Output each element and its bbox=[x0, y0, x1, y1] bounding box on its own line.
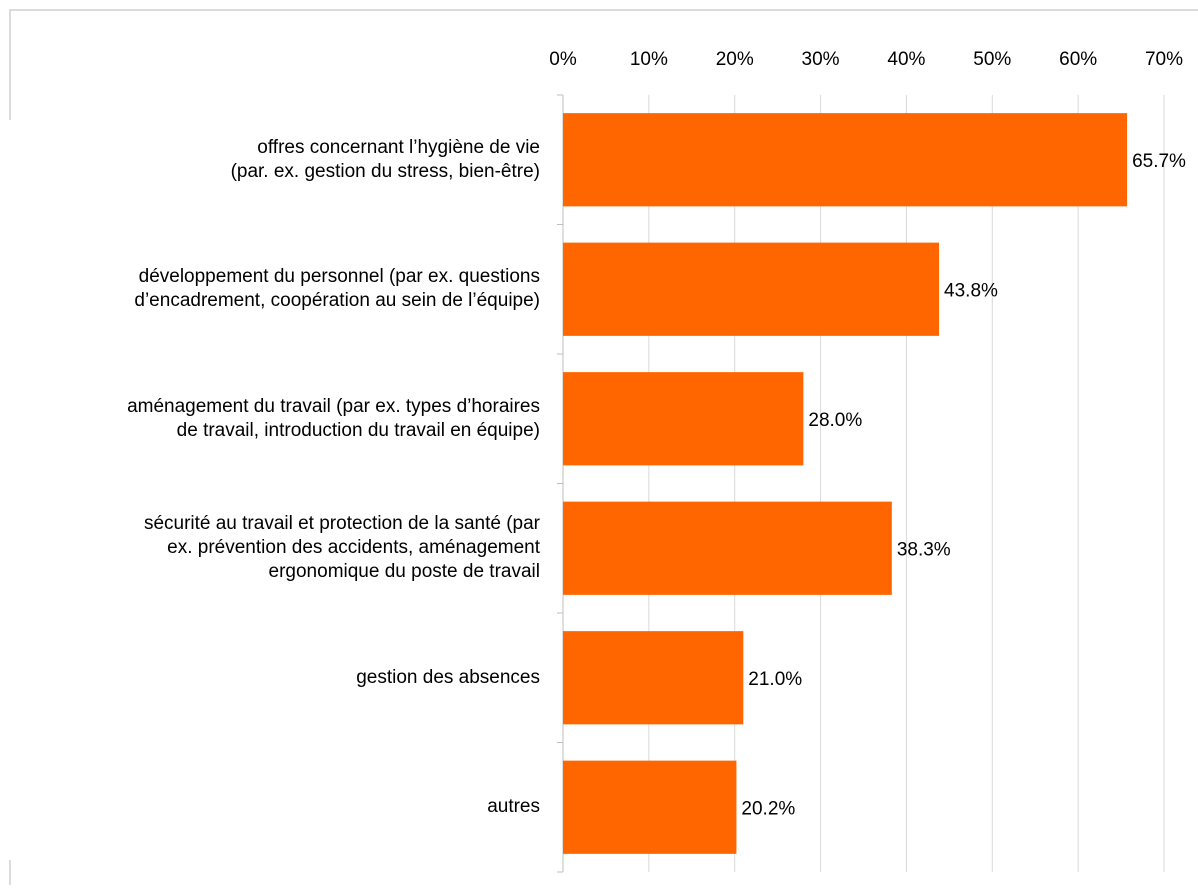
x-tick-label: 50% bbox=[973, 49, 1011, 70]
category-label: développement du personnel (par ex. ques… bbox=[134, 266, 540, 312]
bar bbox=[563, 242, 940, 336]
bar bbox=[563, 760, 737, 854]
x-tick-label: 70% bbox=[1145, 49, 1183, 70]
value-label: 20.2% bbox=[741, 798, 795, 819]
category-label: autres bbox=[487, 796, 540, 818]
bar bbox=[563, 501, 892, 595]
x-tick-label: 40% bbox=[887, 49, 925, 70]
value-label: 38.3% bbox=[897, 539, 951, 560]
bar bbox=[563, 372, 804, 466]
value-label: 65.7% bbox=[1132, 151, 1186, 172]
x-tick-label: 30% bbox=[802, 49, 840, 70]
category-label: gestion des absences bbox=[356, 666, 540, 688]
category-label: offres concernant l’hygiène de vie (par.… bbox=[230, 136, 540, 182]
bar bbox=[563, 631, 744, 725]
x-tick-label: 10% bbox=[630, 49, 668, 70]
value-label: 21.0% bbox=[748, 669, 802, 690]
x-tick-label: 60% bbox=[1059, 49, 1097, 70]
category-label: aménagement du travail (par ex. types d’… bbox=[127, 395, 540, 441]
bar bbox=[563, 113, 1128, 207]
x-tick-label: 0% bbox=[549, 49, 577, 70]
category-label: sécurité au travail et protection de la … bbox=[143, 513, 540, 583]
value-label: 28.0% bbox=[808, 410, 862, 431]
frame bbox=[9, 9, 1198, 885]
x-tick-label: 20% bbox=[716, 49, 754, 70]
value-label: 43.8% bbox=[944, 280, 998, 301]
